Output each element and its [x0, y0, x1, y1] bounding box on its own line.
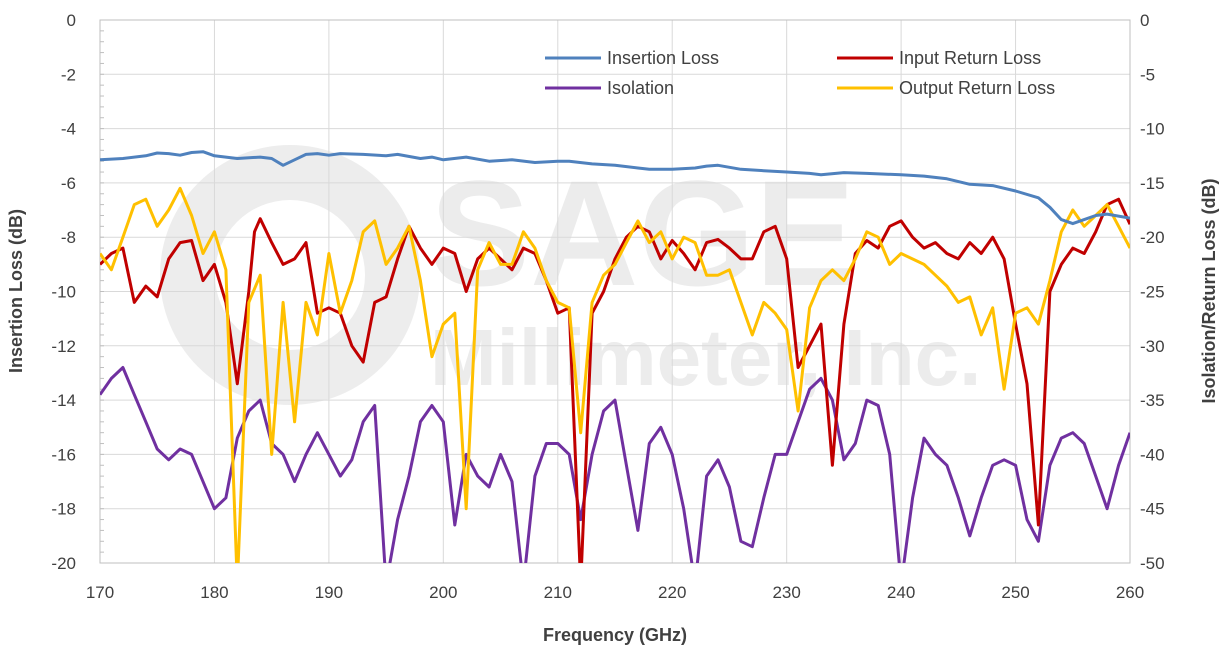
y-left-tick-label: -6: [61, 174, 76, 193]
x-tick-label: 250: [1001, 583, 1029, 602]
y-right-tick-label: -40: [1140, 445, 1165, 464]
x-tick-label: 190: [315, 583, 343, 602]
y-right-tick-label: -15: [1140, 174, 1165, 193]
x-tick-label: 260: [1116, 583, 1144, 602]
y-right-tick-label: 0: [1140, 11, 1149, 30]
y-left-tick-label: -8: [61, 228, 76, 247]
legend-label: Input Return Loss: [899, 48, 1041, 68]
watermark-subtitle: Millimeter, Inc.: [430, 313, 981, 402]
legend-label: Insertion Loss: [607, 48, 719, 68]
y-axis-left-title: Insertion Loss (dB): [6, 209, 26, 373]
y-right-tick-label: -10: [1140, 120, 1165, 139]
x-axis-title: Frequency (GHz): [543, 625, 687, 645]
legend: Insertion Loss Input Return Loss Isolation…: [545, 48, 1055, 98]
series-line-input-return-loss: [100, 197, 1130, 563]
tick-labels: 170 180 190 200 210 220 230 240 250 260 0 -2 -4 -6 -8 -…: [51, 11, 1164, 602]
y-right-tick-label: -50: [1140, 554, 1165, 573]
y-left-tick-label: -18: [51, 500, 76, 519]
legend-label: Output Return Loss: [899, 78, 1055, 98]
y-right-tick-label: -45: [1140, 500, 1165, 519]
x-tick-label: 210: [544, 583, 572, 602]
y-right-tick-label: -5: [1140, 65, 1155, 84]
x-tick-label: 170: [86, 583, 114, 602]
y-left-tick-label: -4: [61, 120, 76, 139]
y-right-tick-label: -25: [1140, 283, 1165, 302]
plot-area: [99, 19, 1131, 564]
y-right-tick-label: -20: [1140, 228, 1165, 247]
y-right-tick-label: -30: [1140, 337, 1165, 356]
watermark-title: SAGE: [430, 149, 855, 317]
y-left-tick-label: 0: [67, 11, 76, 30]
series-layer: [100, 150, 1130, 563]
x-tick-label: 180: [200, 583, 228, 602]
y-right-tick-label: -35: [1140, 391, 1165, 410]
series-line-insertion-loss: [100, 150, 1130, 226]
y-left-tick-label: -16: [51, 445, 76, 464]
x-tick-label: 200: [429, 583, 457, 602]
plot-border: [99, 19, 1131, 564]
legend-label: Isolation: [607, 78, 674, 98]
y-left-tick-label: -20: [51, 554, 76, 573]
x-tick-label: 240: [887, 583, 915, 602]
y-axis-right-title: Isolation/Return Loss (dB): [1199, 178, 1219, 403]
x-tick-label: 220: [658, 583, 686, 602]
y-left-tick-label: -12: [51, 337, 76, 356]
watermark-logo-inner: [215, 200, 365, 350]
y-left-tick-label: -2: [61, 65, 76, 84]
x-tick-label: 230: [772, 583, 800, 602]
y-left-tick-label: -14: [51, 391, 76, 410]
y-left-tick-label: -10: [51, 283, 76, 302]
series-line-output-return-loss: [100, 186, 1130, 563]
